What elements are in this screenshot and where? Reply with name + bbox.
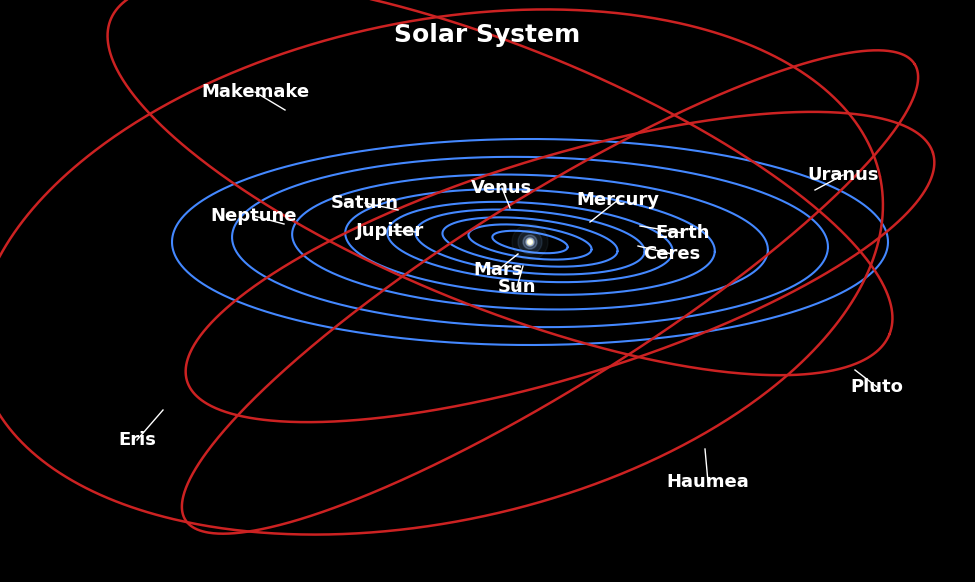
Circle shape — [523, 235, 537, 249]
Text: Haumea: Haumea — [667, 473, 750, 491]
Circle shape — [527, 240, 532, 244]
Text: Makemake: Makemake — [201, 83, 309, 101]
Text: Neptune: Neptune — [211, 207, 297, 225]
Text: Solar System: Solar System — [394, 23, 581, 47]
Text: Pluto: Pluto — [850, 378, 904, 396]
Text: Mars: Mars — [473, 261, 523, 279]
Text: Jupiter: Jupiter — [356, 222, 424, 240]
Text: Saturn: Saturn — [331, 194, 399, 212]
Text: Eris: Eris — [118, 431, 156, 449]
Text: Mercury: Mercury — [576, 191, 659, 209]
Text: Sun: Sun — [498, 278, 536, 296]
Circle shape — [528, 240, 531, 243]
Circle shape — [518, 230, 542, 254]
Text: Uranus: Uranus — [807, 166, 878, 184]
Text: Ceres: Ceres — [644, 245, 701, 263]
Circle shape — [526, 238, 534, 246]
Circle shape — [512, 224, 548, 260]
Text: Venus: Venus — [471, 179, 532, 197]
Text: Earth: Earth — [656, 224, 710, 242]
